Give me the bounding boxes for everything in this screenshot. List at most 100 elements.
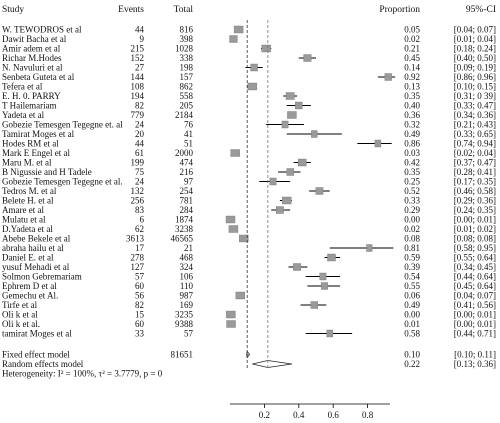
study-ci: [0.01; 0.04] xyxy=(454,34,496,44)
study-events: 3613 xyxy=(126,234,145,244)
study-total: 51 xyxy=(184,139,193,149)
study-total: 324 xyxy=(180,262,194,272)
study-total: 474 xyxy=(180,158,194,168)
study-row: abraha hailu et al 17 21 0.81 [0.58; 0.95] xyxy=(2,243,496,253)
study-ci: [0.33; 0.65] xyxy=(454,129,496,139)
study-name: Amare et al xyxy=(2,205,44,215)
study-name: Oli k et al. xyxy=(2,319,40,329)
study-name: E. H. 0. PARRY xyxy=(2,91,61,101)
study-name: Belete H. et al xyxy=(2,196,54,206)
study-square xyxy=(261,44,271,53)
study-square xyxy=(321,282,329,290)
study-proportion: 0.86 xyxy=(404,139,420,149)
study-name: Mark E Engel et al xyxy=(2,148,70,158)
study-name: Yadeta et al xyxy=(2,110,45,120)
study-events: 33 xyxy=(135,329,145,339)
study-total: 398 xyxy=(180,34,194,44)
study-name: Solmon Gebremariam xyxy=(2,272,82,282)
study-events: 144 xyxy=(131,72,145,82)
study-ci: [0.00; 0.01] xyxy=(454,215,496,225)
study-events: 779 xyxy=(131,110,145,120)
study-square xyxy=(374,139,382,148)
study-ci: [0.28; 0.41] xyxy=(454,167,496,177)
study-square xyxy=(310,301,318,309)
study-events: 152 xyxy=(131,53,145,63)
study-row: Dawit Bacha et al 9 398 0.02 [0.01; 0.04] xyxy=(2,34,496,44)
study-proportion: 0.81 xyxy=(404,243,420,253)
study-square xyxy=(229,35,238,43)
study-proportion: 0.55 xyxy=(404,281,420,291)
study-square xyxy=(303,54,312,62)
study-ci: [0.29; 0.36] xyxy=(454,196,496,206)
study-square xyxy=(269,177,277,186)
study-events: 75 xyxy=(135,167,145,177)
study-events: 278 xyxy=(131,253,145,263)
study-name: Tedros M. et al xyxy=(2,186,57,196)
study-name: Ephrem D et al xyxy=(2,281,57,291)
study-total: 41 xyxy=(184,129,193,139)
study-row: W. TEWODROS et al 44 816 0.05 [0.04; 0.07] xyxy=(2,25,496,35)
study-proportion: 0.32 xyxy=(404,120,420,130)
study-total: 338 xyxy=(180,53,194,63)
study-ci: [0.00; 0.01] xyxy=(454,310,496,320)
study-events: 82 xyxy=(135,300,144,310)
header-proportion: Proportion xyxy=(379,5,420,15)
study-proportion: 0.35 xyxy=(404,167,420,177)
study-ci: [0.10; 0.15] xyxy=(454,82,496,92)
study-proportion: 0.52 xyxy=(404,186,420,196)
study-total: 110 xyxy=(180,281,194,291)
study-square xyxy=(315,187,324,195)
study-ci: [0.31; 0 39] xyxy=(454,91,496,101)
study-square xyxy=(282,196,292,205)
study-events: 44 xyxy=(135,139,145,149)
study-row: T Hailemariam 82 205 0.40 [0.33; 0.47] xyxy=(2,101,496,111)
random-diamond xyxy=(252,360,292,368)
study-events: 44 xyxy=(135,25,145,35)
study-ci: [0.04; 0.07] xyxy=(454,25,496,35)
study-events: 24 xyxy=(135,120,145,130)
study-proportion: 0.08 xyxy=(404,234,420,244)
study-proportion: 0.42 xyxy=(404,158,420,168)
study-total: 198 xyxy=(180,63,194,73)
study-total: 862 xyxy=(180,82,194,92)
study-name: W. TEWODROS et al xyxy=(2,25,82,35)
study-ci: [0.24; 0.35] xyxy=(454,205,496,215)
random-label: Random effects model xyxy=(2,359,84,369)
study-events: 56 xyxy=(135,291,145,301)
study-row: E. H. 0. PARRY 194 558 0.35 [0.31; 0 39] xyxy=(2,91,496,101)
study-row: Tedros M. et al 132 254 0.52 [0.46; 0.58] xyxy=(2,186,496,196)
study-name: Richar M.Hodes xyxy=(2,53,62,63)
study-square xyxy=(326,329,333,338)
study-row: B Nigussie and H Tadele 75 216 0.35 [0.28; 0… xyxy=(2,167,496,177)
study-row: Senbeta Guteta et al 144 157 0.92 [0.86; 0.9… xyxy=(2,72,496,82)
study-ci: [0.00; 0.01] xyxy=(454,319,496,329)
study-events: 17 xyxy=(135,243,145,253)
study-ci: [0.55; 0.64] xyxy=(454,253,496,263)
study-square xyxy=(285,92,295,100)
fixed-label: Fixed effect model xyxy=(2,350,70,360)
study-total: 216 xyxy=(180,167,194,177)
study-row: Ephrem D et al 60 110 0.55 [0.45; 0.64] xyxy=(2,281,496,291)
study-row: Gobezie Temesgen Tegegne et al. 24 97 0.25 [… xyxy=(2,177,496,187)
study-proportion: 0.40 xyxy=(404,101,420,111)
study-square xyxy=(286,168,294,176)
header-study: Study xyxy=(2,5,24,15)
study-total: 558 xyxy=(180,91,194,101)
study-square xyxy=(225,215,236,224)
study-row: Yadeta et al 779 2184 0.36 [0.34; 0.36] xyxy=(2,110,496,120)
study-ci: [0.40; 0.50] xyxy=(454,53,496,63)
study-events: 57 xyxy=(135,272,145,282)
study-name: B Nigussie and H Tadele xyxy=(2,167,92,177)
study-total: 1874 xyxy=(175,215,194,225)
study-proportion: 0.33 xyxy=(404,196,420,206)
study-row: Richar M.Hodes 152 338 0.45 [0.40; 0.50] xyxy=(2,53,496,63)
study-proportion: 0.58 xyxy=(404,329,420,339)
study-row: Amare et al 83 284 0.29 [0.24; 0.35] xyxy=(2,205,496,215)
x-tick-label: 0.6 xyxy=(328,410,340,420)
study-name: Tirfe et al xyxy=(2,300,38,310)
study-total: 816 xyxy=(180,25,194,35)
study-row: Belete H. et al 256 781 0.33 [0.29; 0.36] xyxy=(2,196,496,206)
study-total: 21 xyxy=(184,243,193,253)
study-total: 2184 xyxy=(175,110,194,120)
study-total: 468 xyxy=(180,253,194,263)
